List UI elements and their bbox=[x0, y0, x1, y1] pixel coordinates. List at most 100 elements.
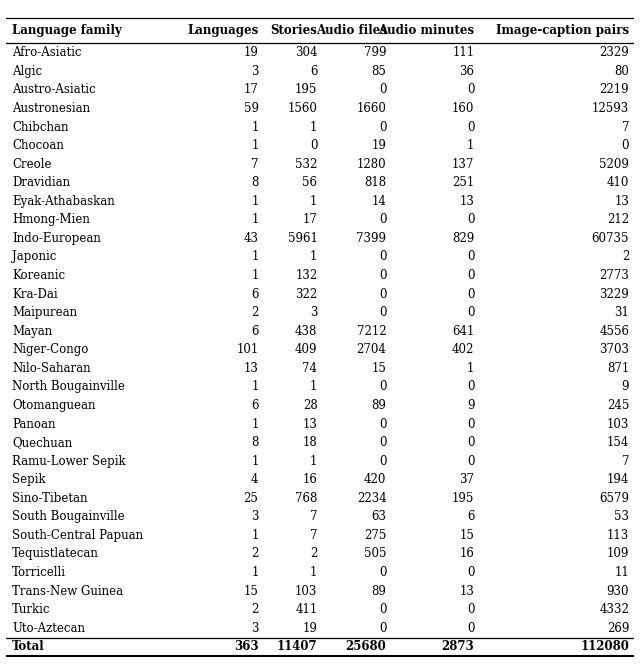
Text: 15: 15 bbox=[372, 362, 387, 375]
Text: 2: 2 bbox=[251, 547, 259, 561]
Text: Kra-Dai: Kra-Dai bbox=[12, 288, 58, 300]
Text: 25: 25 bbox=[244, 492, 259, 505]
Text: 409: 409 bbox=[295, 343, 317, 356]
Text: 16: 16 bbox=[460, 547, 474, 561]
Text: Hmong-Mien: Hmong-Mien bbox=[12, 213, 90, 226]
Text: 113: 113 bbox=[607, 529, 629, 542]
Text: Sino-Tibetan: Sino-Tibetan bbox=[12, 492, 88, 505]
Text: Austro-Asiatic: Austro-Asiatic bbox=[12, 83, 95, 97]
Text: 245: 245 bbox=[607, 399, 629, 412]
Text: Indo-European: Indo-European bbox=[12, 232, 101, 245]
Text: 109: 109 bbox=[607, 547, 629, 561]
Text: 9: 9 bbox=[621, 380, 629, 394]
Text: 1660: 1660 bbox=[356, 102, 387, 115]
Text: 8: 8 bbox=[251, 436, 259, 449]
Text: 0: 0 bbox=[467, 250, 474, 264]
Text: Tequistlatecan: Tequistlatecan bbox=[12, 547, 99, 561]
Text: 12593: 12593 bbox=[592, 102, 629, 115]
Text: 4332: 4332 bbox=[599, 603, 629, 616]
Text: 7: 7 bbox=[621, 455, 629, 468]
Text: 19: 19 bbox=[244, 46, 259, 59]
Text: 11407: 11407 bbox=[277, 640, 317, 653]
Text: 1280: 1280 bbox=[357, 158, 387, 170]
Text: 2: 2 bbox=[622, 250, 629, 264]
Text: Otomanguean: Otomanguean bbox=[12, 399, 95, 412]
Text: 6: 6 bbox=[467, 510, 474, 523]
Text: 85: 85 bbox=[372, 65, 387, 78]
Text: 2704: 2704 bbox=[356, 343, 387, 356]
Text: 31: 31 bbox=[614, 306, 629, 319]
Text: 1: 1 bbox=[310, 194, 317, 208]
Text: 3: 3 bbox=[251, 510, 259, 523]
Text: 6: 6 bbox=[251, 288, 259, 300]
Text: 25680: 25680 bbox=[346, 640, 387, 653]
Text: 2219: 2219 bbox=[600, 83, 629, 97]
Text: South Bougainville: South Bougainville bbox=[12, 510, 125, 523]
Text: 0: 0 bbox=[467, 380, 474, 394]
Text: Turkic: Turkic bbox=[12, 603, 51, 616]
Text: 16: 16 bbox=[303, 474, 317, 486]
Text: 2: 2 bbox=[251, 306, 259, 319]
Text: 2329: 2329 bbox=[600, 46, 629, 59]
Text: 0: 0 bbox=[621, 139, 629, 152]
Text: 43: 43 bbox=[244, 232, 259, 245]
Text: 0: 0 bbox=[467, 603, 474, 616]
Text: Languages: Languages bbox=[188, 25, 259, 37]
Text: 9: 9 bbox=[467, 399, 474, 412]
Text: 19: 19 bbox=[303, 622, 317, 635]
Text: 1: 1 bbox=[251, 250, 259, 264]
Text: 532: 532 bbox=[295, 158, 317, 170]
Text: 89: 89 bbox=[372, 399, 387, 412]
Text: 132: 132 bbox=[295, 269, 317, 282]
Text: 6579: 6579 bbox=[599, 492, 629, 505]
Text: 0: 0 bbox=[379, 418, 387, 430]
Text: 7: 7 bbox=[621, 121, 629, 133]
Text: 17: 17 bbox=[303, 213, 317, 226]
Text: 505: 505 bbox=[364, 547, 387, 561]
Text: 0: 0 bbox=[379, 622, 387, 635]
Text: Mayan: Mayan bbox=[12, 325, 52, 338]
Text: 15: 15 bbox=[244, 585, 259, 597]
Text: 641: 641 bbox=[452, 325, 474, 338]
Text: 0: 0 bbox=[379, 83, 387, 97]
Text: Sepik: Sepik bbox=[12, 474, 45, 486]
Text: 101: 101 bbox=[236, 343, 259, 356]
Text: 0: 0 bbox=[467, 566, 474, 579]
Text: 6: 6 bbox=[251, 325, 259, 338]
Text: 402: 402 bbox=[452, 343, 474, 356]
Text: 13: 13 bbox=[460, 585, 474, 597]
Text: 0: 0 bbox=[379, 121, 387, 133]
Text: 3: 3 bbox=[251, 622, 259, 635]
Text: 17: 17 bbox=[244, 83, 259, 97]
Text: 0: 0 bbox=[467, 436, 474, 449]
Text: 160: 160 bbox=[452, 102, 474, 115]
Text: 0: 0 bbox=[467, 418, 474, 430]
Text: 1560: 1560 bbox=[287, 102, 317, 115]
Text: 0: 0 bbox=[379, 380, 387, 394]
Text: 4: 4 bbox=[251, 474, 259, 486]
Text: 6: 6 bbox=[251, 399, 259, 412]
Text: Trans-New Guinea: Trans-New Guinea bbox=[12, 585, 123, 597]
Text: 438: 438 bbox=[295, 325, 317, 338]
Text: 0: 0 bbox=[379, 306, 387, 319]
Text: 7399: 7399 bbox=[356, 232, 387, 245]
Text: Maipurean: Maipurean bbox=[12, 306, 77, 319]
Text: Japonic: Japonic bbox=[12, 250, 56, 264]
Text: Total: Total bbox=[12, 640, 45, 653]
Text: 3: 3 bbox=[310, 306, 317, 319]
Text: Image-caption pairs: Image-caption pairs bbox=[496, 25, 629, 37]
Text: Austronesian: Austronesian bbox=[12, 102, 90, 115]
Text: 1: 1 bbox=[251, 455, 259, 468]
Text: 0: 0 bbox=[467, 213, 474, 226]
Text: 3703: 3703 bbox=[599, 343, 629, 356]
Text: 63: 63 bbox=[371, 510, 387, 523]
Text: 13: 13 bbox=[614, 194, 629, 208]
Text: 3: 3 bbox=[251, 65, 259, 78]
Text: 7212: 7212 bbox=[357, 325, 387, 338]
Text: 5209: 5209 bbox=[599, 158, 629, 170]
Text: 1: 1 bbox=[310, 121, 317, 133]
Text: Creole: Creole bbox=[12, 158, 52, 170]
Text: 1: 1 bbox=[310, 455, 317, 468]
Text: 11: 11 bbox=[614, 566, 629, 579]
Text: Panoan: Panoan bbox=[12, 418, 56, 430]
